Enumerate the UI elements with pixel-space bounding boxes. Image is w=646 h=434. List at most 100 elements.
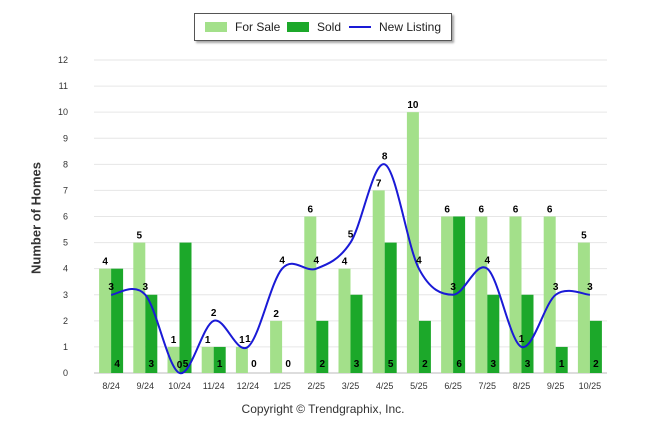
x-tick-label-9: 5/25 — [410, 381, 428, 391]
label-new-listing-13: 3 — [553, 282, 559, 293]
x-tick-label-1: 9/24 — [137, 381, 155, 391]
label-new-listing-7: 5 — [348, 230, 354, 241]
label-for-sale-2: 1 — [171, 335, 177, 346]
label-sold-4: 0 — [251, 359, 257, 370]
label-sold-6: 2 — [320, 359, 326, 370]
bar-sold-8 — [384, 242, 397, 373]
y-tick-label-7: 7 — [63, 185, 68, 195]
y-tick-label-11: 11 — [59, 81, 68, 91]
label-sold-11: 3 — [491, 359, 497, 370]
x-tick-label-2: 10/24 — [168, 381, 191, 391]
bar-for-sale-9 — [406, 112, 419, 374]
label-for-sale-9: 10 — [407, 100, 419, 111]
y-tick-label-4: 4 — [63, 264, 68, 274]
label-new-listing-2: 0 — [177, 360, 183, 371]
bar-for-sale-13 — [543, 216, 556, 373]
label-sold-14: 2 — [593, 359, 599, 370]
label-for-sale-11: 6 — [479, 205, 485, 216]
bar-for-sale-8 — [372, 190, 385, 373]
bar-sold-11 — [487, 294, 500, 373]
y-tick-label-3: 3 — [63, 290, 68, 300]
sold-swatch — [287, 22, 309, 32]
y-tick-label-1: 1 — [63, 342, 68, 352]
label-sold-8: 5 — [388, 359, 394, 370]
bar-for-sale-1 — [133, 242, 146, 373]
bar-sold-2 — [179, 242, 192, 373]
label-new-listing-5: 4 — [279, 256, 285, 267]
legend: For Sale Sold New Listing — [194, 13, 452, 41]
x-tick-label-10: 6/25 — [444, 381, 462, 391]
label-for-sale-13: 6 — [547, 205, 553, 216]
new-listing-line — [110, 163, 591, 375]
label-sold-3: 1 — [217, 359, 223, 370]
bar-sold-14 — [589, 320, 602, 373]
x-tick-label-6: 2/25 — [308, 381, 326, 391]
label-sold-10: 6 — [456, 359, 462, 370]
bar-for-sale-11 — [475, 216, 488, 373]
label-for-sale-12: 6 — [513, 205, 519, 216]
label-for-sale-0: 4 — [102, 257, 108, 268]
bar-for-sale-14 — [577, 242, 590, 373]
bar-sold-3 — [213, 346, 226, 373]
label-for-sale-1: 5 — [137, 231, 143, 242]
label-for-sale-7: 4 — [342, 257, 348, 268]
legend-label-new-listing: New Listing — [379, 20, 442, 34]
label-new-listing-6: 4 — [314, 256, 320, 267]
label-new-listing-14: 3 — [587, 282, 593, 293]
x-tick-label-3: 11/24 — [203, 381, 225, 391]
label-sold-2: 5 — [183, 359, 189, 370]
y-tick-label-9: 9 — [63, 133, 68, 143]
legend-label-for-sale: For Sale — [235, 20, 281, 34]
label-new-listing-0: 3 — [108, 282, 114, 293]
bar-sold-9 — [418, 320, 431, 373]
y-axis-label: Number of Homes — [28, 162, 44, 274]
label-for-sale-6: 6 — [308, 205, 314, 216]
label-sold-5: 0 — [285, 359, 291, 370]
label-for-sale-4: 1 — [239, 335, 245, 346]
label-new-listing-10: 3 — [450, 282, 456, 293]
label-new-listing-11: 4 — [485, 256, 491, 267]
label-sold-12: 3 — [525, 359, 531, 370]
legend-label-sold: Sold — [317, 20, 342, 34]
label-sold-0: 4 — [114, 359, 120, 370]
label-sold-7: 3 — [354, 359, 360, 370]
bar-sold-12 — [521, 294, 534, 373]
copyright: Copyright © Trendgraphix, Inc. — [241, 402, 405, 416]
bar-for-sale-2 — [167, 346, 180, 373]
label-new-listing-8: 8 — [382, 151, 388, 162]
bar-for-sale-3 — [201, 346, 214, 373]
label-new-listing-12: 1 — [519, 334, 525, 345]
y-tick-label-5: 5 — [63, 238, 68, 248]
y-tick-label-8: 8 — [63, 159, 68, 169]
label-for-sale-3: 1 — [205, 335, 211, 346]
x-tick-label-12: 8/25 — [513, 381, 531, 391]
label-sold-1: 3 — [149, 359, 155, 370]
y-tick-label-2: 2 — [63, 316, 68, 326]
label-for-sale-14: 5 — [581, 231, 587, 242]
x-tick-label-4: 12/24 — [237, 381, 260, 391]
for-sale-swatch — [205, 22, 227, 32]
bar-for-sale-5 — [270, 320, 283, 373]
bar-sold-6 — [316, 320, 329, 373]
x-tick-label-8: 4/25 — [376, 381, 394, 391]
x-tick-label-13: 9/25 — [547, 381, 565, 391]
label-for-sale-10: 6 — [444, 205, 450, 216]
x-tick-label-11: 7/25 — [479, 381, 497, 391]
bar-for-sale-12 — [509, 216, 522, 373]
label-new-listing-1: 3 — [143, 282, 149, 293]
label-for-sale-5: 2 — [273, 309, 279, 320]
x-tick-label-0: 8/24 — [102, 381, 120, 391]
label-sold-9: 2 — [422, 359, 428, 370]
y-tick-label-12: 12 — [58, 55, 68, 65]
y-tick-label-0: 0 — [63, 368, 68, 378]
label-new-listing-3: 2 — [211, 308, 217, 319]
bar-sold-10 — [453, 216, 466, 373]
y-tick-label-6: 6 — [63, 212, 68, 222]
bar-for-sale-0 — [99, 268, 112, 373]
bar-sold-13 — [555, 346, 568, 373]
label-new-listing-4: 1 — [245, 334, 251, 345]
y-tick-label-10: 10 — [58, 107, 68, 117]
bar-for-sale-4 — [235, 346, 248, 373]
bar-for-sale-7 — [338, 268, 351, 373]
label-for-sale-8: 7 — [376, 178, 382, 189]
